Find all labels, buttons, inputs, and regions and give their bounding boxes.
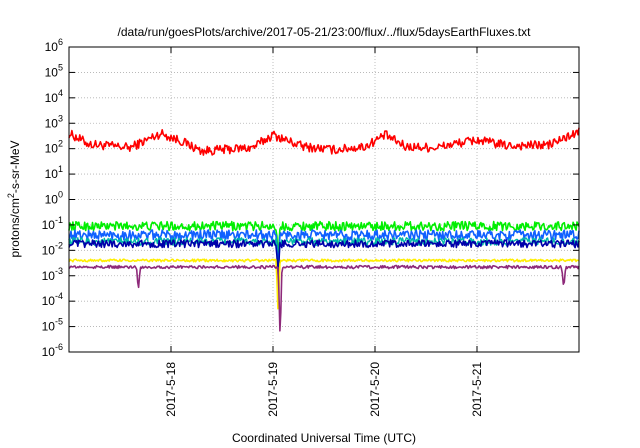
x-tick-label: 2017-5-18 bbox=[164, 362, 178, 417]
y-tick-label: 10-1 bbox=[42, 215, 63, 232]
y-tick-label: 10-6 bbox=[42, 342, 63, 359]
series-line bbox=[68, 229, 580, 266]
series-layer bbox=[68, 127, 580, 332]
series-line bbox=[68, 127, 580, 156]
grid bbox=[69, 47, 579, 352]
x-tick-label: 2017-5-20 bbox=[368, 362, 382, 417]
series-line bbox=[68, 258, 580, 310]
x-axis-title: Coordinated Universal Time (UTC) bbox=[232, 431, 416, 445]
y-tick-label: 100 bbox=[45, 190, 63, 207]
y-tick-label: 10-2 bbox=[42, 240, 63, 257]
y-tick-label: 106 bbox=[45, 37, 63, 54]
series-line bbox=[68, 220, 580, 258]
y-tick-label: 105 bbox=[45, 62, 63, 79]
y-tick-label: 101 bbox=[45, 164, 63, 181]
y-axis-title: protons/cm2-s-sr-MeV bbox=[6, 140, 22, 257]
y-axis-title-rest: -s-sr-MeV bbox=[8, 140, 22, 193]
y-axis-title-sup: 2 bbox=[6, 193, 16, 198]
y-tick-label: 103 bbox=[45, 113, 63, 130]
y-tick-label: 102 bbox=[45, 139, 63, 156]
y-tick-label: 10-3 bbox=[42, 266, 63, 283]
y-axis-title-main: protons/cm bbox=[8, 198, 22, 257]
y-tick-label: 10-4 bbox=[42, 291, 63, 308]
x-tick-label: 2017-5-21 bbox=[470, 362, 484, 417]
y-tick-label: 104 bbox=[45, 88, 63, 105]
x-tick-label: 2017-5-19 bbox=[266, 362, 280, 417]
chart-title: /data/run/goesPlots/archive/2017-05-21/2… bbox=[118, 25, 532, 39]
series-line bbox=[68, 239, 580, 276]
y-tick-label: 10-5 bbox=[42, 317, 63, 334]
series-line bbox=[68, 264, 580, 332]
ticks: 2017-5-18 2017-5-19 2017-5-20 2017-5-21 10-6… bbox=[42, 37, 579, 417]
